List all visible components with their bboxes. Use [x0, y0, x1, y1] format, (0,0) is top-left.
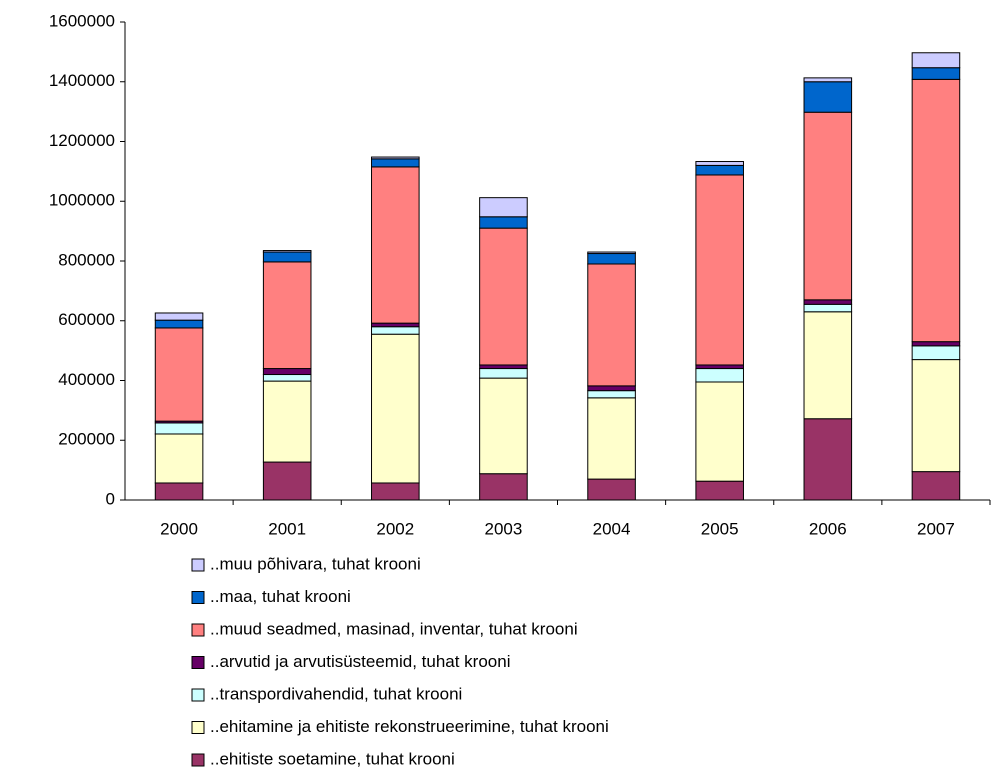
- legend-label: ..muud seadmed, masinad, inventar, tuhat…: [210, 619, 578, 638]
- y-tick-label: 1000000: [49, 191, 115, 210]
- bar-segment: [479, 227, 528, 366]
- bar-segment: [803, 111, 853, 301]
- x-tick-label: 2001: [268, 519, 306, 538]
- bar-segment: [803, 418, 853, 501]
- bar-segment: [695, 480, 744, 501]
- y-tick-label: 400000: [58, 370, 115, 389]
- y-tick-label: 1400000: [49, 71, 115, 90]
- legend-swatch: [191, 721, 205, 734]
- bar-segment: [587, 251, 636, 255]
- bar-segment: [371, 333, 420, 484]
- bar-segment: [911, 67, 961, 80]
- x-tick-label: 2002: [376, 519, 414, 538]
- bar-segment: [371, 156, 420, 160]
- bar-segment: [262, 380, 312, 463]
- x-tick-label: 2007: [917, 519, 955, 538]
- bar-segment: [695, 174, 744, 366]
- legend-swatch: [191, 558, 205, 572]
- bar-segment: [803, 77, 853, 83]
- bar-segment: [695, 368, 744, 383]
- bar-segment: [803, 311, 853, 420]
- x-tick-label: 2006: [809, 519, 847, 538]
- bar-segment: [371, 158, 420, 168]
- legend-label: ..muu põhivara, tuhat krooni: [210, 554, 421, 573]
- y-tick-label: 800000: [58, 250, 115, 269]
- bar-segment: [479, 197, 528, 218]
- bar-segment: [587, 397, 636, 480]
- bar-segment: [371, 322, 420, 328]
- bar-segment: [154, 312, 204, 321]
- legend-swatch: [191, 623, 205, 637]
- y-tick-label: 1600000: [49, 11, 115, 30]
- bar-segment: [911, 341, 961, 347]
- bar-segment: [479, 377, 528, 475]
- bar-segment: [911, 345, 961, 361]
- bar-segment: [262, 461, 312, 501]
- legend-label: ..ehitamine ja ehitiste rekonstrueerimin…: [210, 717, 609, 736]
- legend-swatch: [191, 753, 205, 767]
- bar-segment: [695, 381, 744, 482]
- bar-segment: [262, 250, 312, 253]
- bar-segment: [262, 368, 312, 376]
- x-tick-label: 2000: [160, 519, 198, 538]
- x-tick-label: 2005: [701, 519, 739, 538]
- bar-segment: [479, 216, 528, 229]
- legend-label: ..ehitiste soetamine, tuhat krooni: [210, 749, 455, 768]
- bar-segment: [695, 161, 744, 166]
- legend-label: ..transpordivahendid, tuhat krooni: [210, 684, 462, 703]
- bar-segment: [587, 253, 636, 265]
- bar-segment: [154, 319, 204, 329]
- legend-label: ..maa, tuhat krooni: [210, 587, 351, 606]
- bar-segment: [262, 374, 312, 382]
- bar-segment: [587, 478, 636, 501]
- bar-segment: [803, 303, 853, 313]
- y-tick-label: 200000: [58, 430, 115, 449]
- bar-segment: [911, 52, 961, 69]
- bar-segment: [262, 251, 312, 263]
- bar-segment: [911, 359, 961, 473]
- bar-segment: [371, 166, 420, 324]
- bar-segment: [154, 422, 204, 435]
- legend-swatch: [191, 656, 205, 669]
- x-tick-label: 2003: [485, 519, 523, 538]
- y-tick-label: 0: [106, 489, 115, 508]
- bar-segment: [695, 364, 744, 370]
- bar-segment: [371, 482, 420, 501]
- legend-swatch: [191, 591, 205, 604]
- bar-segment: [479, 473, 528, 501]
- bar-segment: [154, 433, 204, 484]
- bar-segment: [154, 327, 204, 422]
- bar-segment: [803, 81, 853, 113]
- bar-segment: [587, 390, 636, 399]
- bar-segment: [479, 368, 528, 379]
- bar-segment: [587, 385, 636, 392]
- bar-segment: [479, 364, 528, 370]
- bar-segment: [262, 261, 312, 370]
- bar-segment: [371, 326, 420, 335]
- x-tick-label: 2004: [593, 519, 631, 538]
- y-tick-label: 600000: [58, 310, 115, 329]
- bar-segment: [695, 164, 744, 176]
- bar-segment: [911, 78, 961, 343]
- legend-label: ..arvutid ja arvutisüsteemid, tuhat kroo…: [210, 652, 510, 671]
- bar-segment: [911, 471, 961, 501]
- legend-swatch: [191, 688, 205, 702]
- bar-segment: [587, 263, 636, 387]
- bar-segment: [803, 299, 853, 305]
- bar-segment: [154, 482, 204, 501]
- y-tick-label: 1200000: [49, 131, 115, 150]
